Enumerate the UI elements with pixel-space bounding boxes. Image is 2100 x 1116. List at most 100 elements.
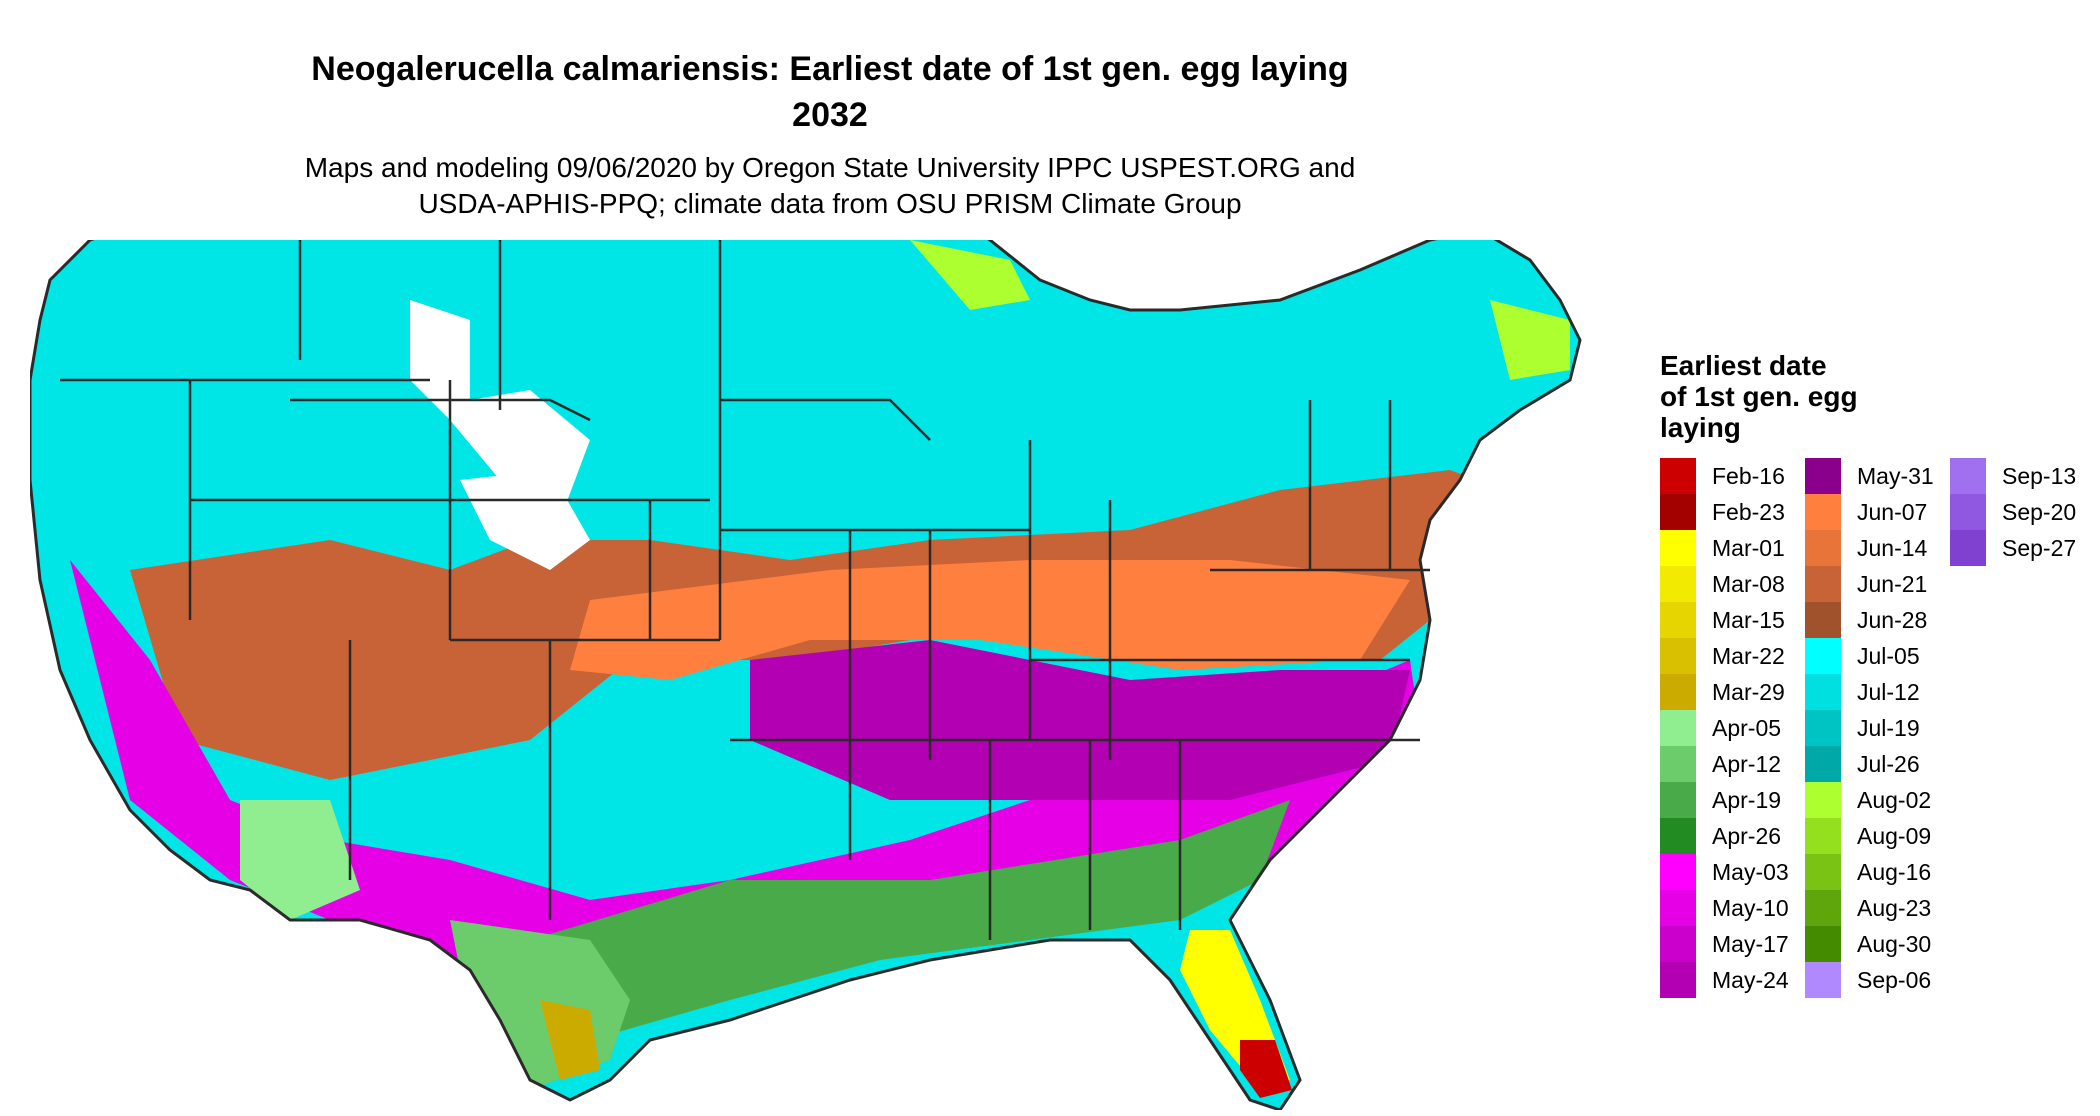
legend-label: Jun-14 — [1857, 535, 1928, 561]
legend-label: Sep-27 — [2002, 535, 2077, 561]
map-title-line-2: 2032 — [792, 96, 868, 134]
map-subtitle-line-1: Maps and modeling 09/06/2020 by Oregon S… — [304, 152, 1356, 183]
legend-swatch — [1805, 782, 1841, 818]
legend-label: Sep-06 — [1857, 967, 1932, 993]
legend-item: Aug-16 — [1805, 854, 1945, 890]
legend-item: Apr-05 — [1660, 710, 1800, 746]
legend-label: Sep-20 — [2002, 499, 2077, 525]
state-borders — [60, 240, 1430, 940]
legend: Earliest date of 1st gen. egg laying Feb… — [1660, 350, 2090, 998]
legend-item: Feb-23 — [1660, 494, 1800, 530]
map-zone-palegreen-arizona — [240, 800, 360, 920]
legend-label: Aug-23 — [1857, 895, 1932, 921]
legend-label: Feb-16 — [1712, 463, 1785, 489]
legend-swatch — [1805, 674, 1841, 710]
map-zone-lime-north — [910, 240, 1030, 310]
legend-swatch — [1660, 674, 1696, 710]
legend-item: Jun-28 — [1805, 602, 1945, 638]
legend-label: Jun-07 — [1857, 499, 1928, 525]
legend-label: Mar-22 — [1712, 643, 1785, 669]
legend-item: Sep-13 — [1950, 458, 2090, 494]
legend-item: Aug-30 — [1805, 926, 1945, 962]
map-zone-green-gulf — [510, 800, 1290, 1040]
legend-item: Mar-01 — [1660, 530, 1800, 566]
legend-item: May-24 — [1660, 962, 1800, 998]
legend-label: Sep-13 — [2002, 463, 2077, 489]
legend-item: Jun-07 — [1805, 494, 1945, 530]
legend-swatch — [1805, 854, 1841, 890]
legend-swatch — [1805, 494, 1841, 530]
legend-swatch — [1660, 926, 1696, 962]
legend-item: Jun-21 — [1805, 566, 1945, 602]
legend-item: Jul-26 — [1805, 746, 1945, 782]
legend-label: Aug-16 — [1857, 859, 1932, 885]
legend-item: Jun-14 — [1805, 530, 1945, 566]
legend-label: May-10 — [1712, 895, 1789, 921]
legend-label: Mar-15 — [1712, 607, 1785, 633]
legend-swatch — [1660, 782, 1696, 818]
legend-label: Mar-08 — [1712, 571, 1785, 597]
legend-swatch — [1805, 638, 1841, 674]
legend-swatch — [1805, 890, 1841, 926]
legend-label: Apr-19 — [1712, 787, 1782, 813]
legend-swatch — [1660, 746, 1696, 782]
legend-swatch — [1950, 458, 1986, 494]
legend-label: Jul-26 — [1857, 751, 1920, 777]
legend-swatch — [1660, 638, 1696, 674]
legend-label: May-31 — [1857, 463, 1934, 489]
legend-label: May-03 — [1712, 859, 1789, 885]
map-title-line-1: Neogalerucella calmariensis: Earliest da… — [311, 50, 1349, 88]
legend-label: Jun-21 — [1857, 571, 1928, 597]
legend-title-line: of 1st gen. egg — [1660, 381, 1858, 412]
map-zone-orange-central — [570, 560, 1410, 680]
legend-label: May-24 — [1712, 967, 1789, 993]
legend-swatch — [1805, 458, 1841, 494]
legend-swatch — [1660, 566, 1696, 602]
legend-item: Sep-06 — [1805, 962, 1945, 998]
legend-item: Apr-19 — [1660, 782, 1800, 818]
legend-item: Mar-29 — [1660, 674, 1800, 710]
legend-item: May-31 — [1805, 458, 1945, 494]
legend-label: Aug-02 — [1857, 787, 1932, 813]
legend-item: Jul-12 — [1805, 674, 1945, 710]
legend-swatch — [1660, 602, 1696, 638]
legend-label: Apr-12 — [1712, 751, 1782, 777]
legend-swatch — [1660, 962, 1696, 998]
legend-swatch — [1660, 530, 1696, 566]
legend-swatch — [1660, 458, 1696, 494]
legend-swatch — [1805, 926, 1841, 962]
legend-label: Feb-23 — [1712, 499, 1785, 525]
legend-item: Apr-26 — [1660, 818, 1800, 854]
legend-label: Aug-30 — [1857, 931, 1932, 957]
legend-item: May-10 — [1660, 890, 1800, 926]
legend-item: Aug-02 — [1805, 782, 1945, 818]
legend-swatch — [1805, 818, 1841, 854]
legend-swatch — [1950, 530, 1986, 566]
legend-item: Feb-16 — [1660, 458, 1800, 494]
legend-item: Aug-09 — [1805, 818, 1945, 854]
legend-label: Aug-09 — [1857, 823, 1932, 849]
legend-title-line: Earliest date — [1660, 350, 1827, 381]
legend-label: Apr-05 — [1712, 715, 1782, 741]
legend-item: Jul-19 — [1805, 710, 1945, 746]
legend-title: Earliest date of 1st gen. egg laying — [1660, 350, 1890, 443]
map-zone-red-florida-tip — [1240, 1040, 1292, 1098]
legend-label: May-17 — [1712, 931, 1789, 957]
legend-swatch — [1805, 710, 1841, 746]
legend-item: Mar-08 — [1660, 566, 1800, 602]
legend-swatch — [1805, 602, 1841, 638]
legend-label: Jul-05 — [1857, 643, 1920, 669]
legend-label: Jul-19 — [1857, 715, 1920, 741]
map-zone-gold-tx-tip — [540, 1000, 600, 1080]
legend-item: Apr-12 — [1660, 746, 1800, 782]
map-subtitle-line-2: USDA-APHIS-PPQ; climate data from OSU PR… — [418, 188, 1242, 219]
legend-item: Mar-22 — [1660, 638, 1800, 674]
legend-item: Jul-05 — [1805, 638, 1945, 674]
legend-label: Jun-28 — [1857, 607, 1928, 633]
legend-swatch — [1950, 494, 1986, 530]
legend-item: Sep-20 — [1950, 494, 2090, 530]
legend-title-line: laying — [1660, 412, 1741, 443]
legend-swatch — [1805, 746, 1841, 782]
legend-swatch — [1660, 494, 1696, 530]
legend-label: Jul-12 — [1857, 679, 1920, 705]
